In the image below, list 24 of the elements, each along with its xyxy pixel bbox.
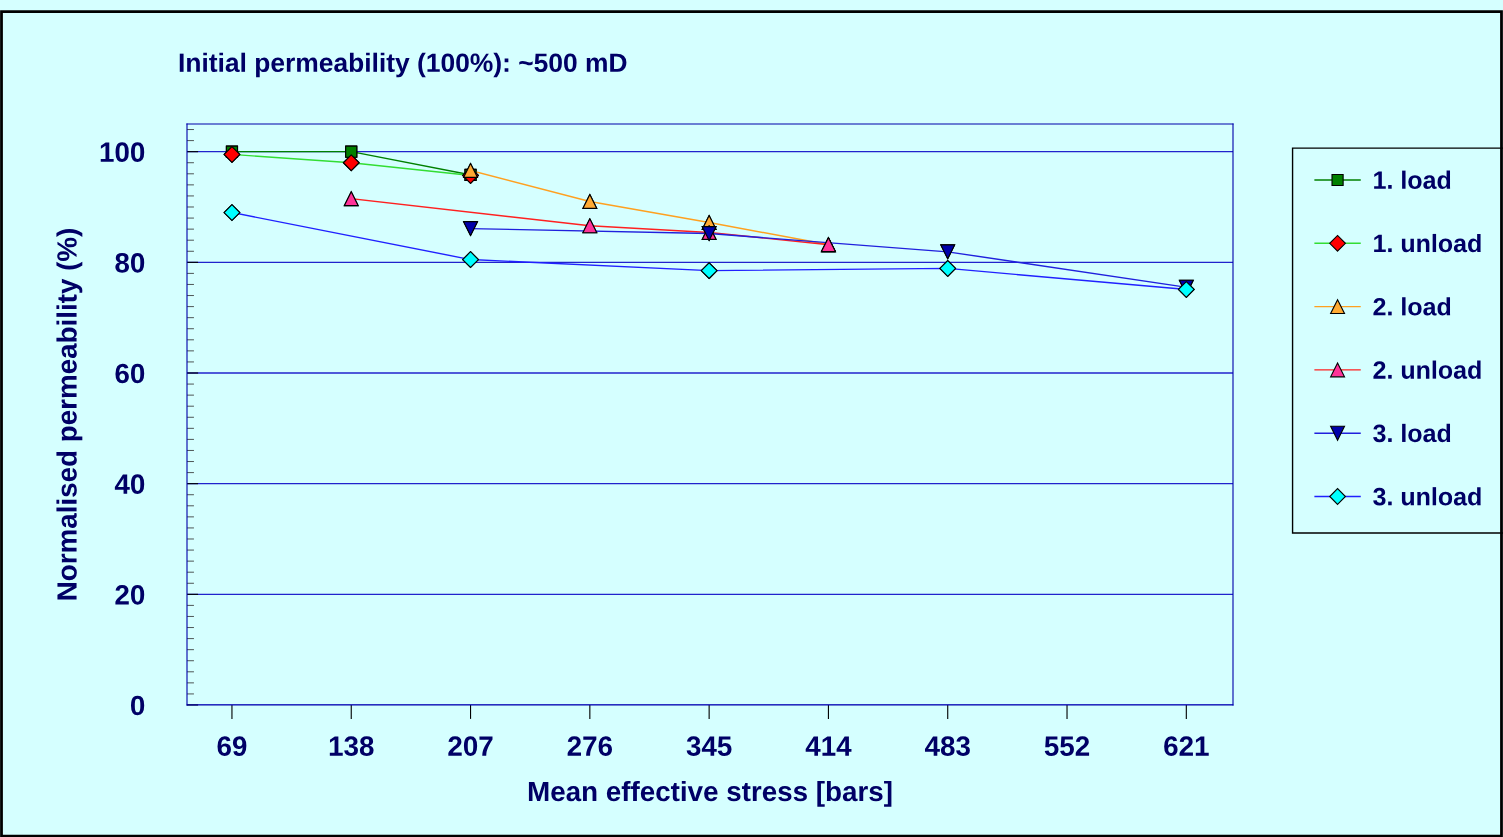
x-tick-label: 138 xyxy=(329,736,374,756)
x-tick-label: 621 xyxy=(1164,736,1209,756)
legend-label: 3. unload xyxy=(1373,487,1481,506)
y-tick-label: 0 xyxy=(130,695,145,716)
y-tick-label: 20 xyxy=(115,585,145,605)
y-tick-label: 60 xyxy=(115,363,145,384)
legend-label: 1. unload xyxy=(1374,233,1481,253)
legend-label: 3. load xyxy=(1373,423,1451,443)
x-tick-label: 276 xyxy=(567,736,613,756)
y-tick-label: 100 xyxy=(100,142,145,163)
x-tick-label: 552 xyxy=(1044,736,1090,756)
x-axis-title: Mean effective stress [bars] xyxy=(528,780,892,807)
chart-title: Initial permeability (100%): ~500 mD xyxy=(179,52,627,78)
y-tick-label: 40 xyxy=(114,474,145,495)
x-tick-label: 207 xyxy=(448,736,493,756)
legend-label: 2. unload xyxy=(1373,360,1481,379)
x-tick-label: 345 xyxy=(686,736,732,756)
x-tick-label: 414 xyxy=(805,736,852,756)
legend-label: 1. load xyxy=(1374,170,1451,189)
x-tick-label: 69 xyxy=(217,736,247,756)
x-tick-label: 483 xyxy=(924,736,970,756)
y-axis-title: Normalised permeability (%) xyxy=(56,229,83,600)
y-tick-label: 80 xyxy=(115,253,145,273)
legend-label: 2. load xyxy=(1373,297,1451,316)
